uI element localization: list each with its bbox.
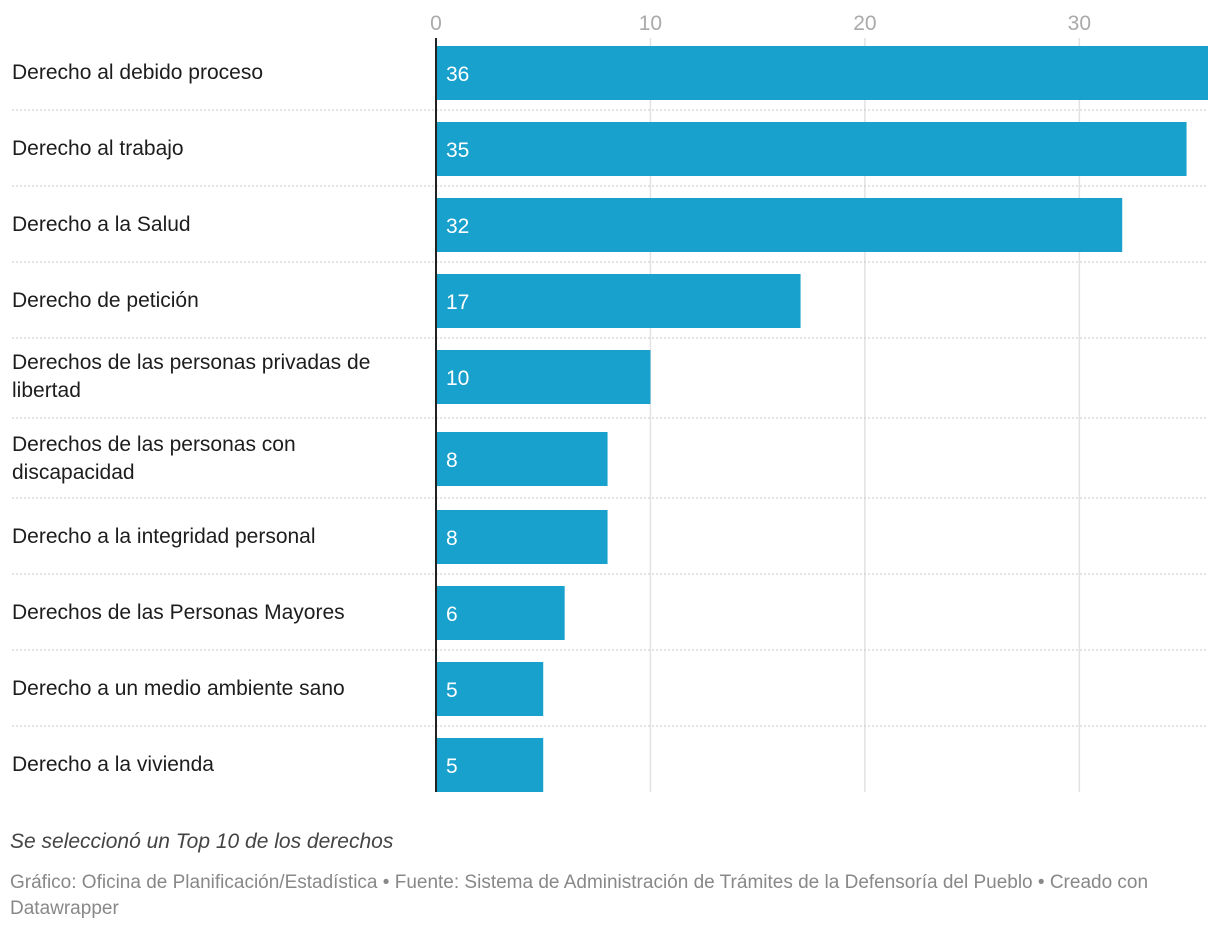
bars: 36 35 32 17 10 8 8 6 5 5 [436, 46, 1208, 792]
category-label: Derecho al trabajo [12, 137, 184, 160]
bar [436, 510, 608, 564]
bar-value-label: 8 [446, 527, 458, 550]
category-label: Derecho a la integridad personal [12, 525, 316, 548]
category-label: Derecho al debido proceso [12, 61, 263, 84]
bar [436, 274, 801, 328]
bar-value-label: 5 [446, 679, 458, 702]
bar-value-label: 10 [446, 367, 469, 390]
bar [436, 350, 651, 404]
x-tick-label: 30 [1068, 12, 1091, 35]
x-axis-ticks: 0 10 20 30 [430, 12, 1091, 35]
chart-credits: Gráfico: Oficina de Planificación/Estadí… [10, 872, 1149, 919]
category-label: Derecho a la Salud [12, 213, 191, 236]
bar [436, 432, 608, 486]
bar [436, 122, 1187, 176]
bar [436, 586, 565, 640]
bar-value-label: 8 [446, 449, 458, 472]
bar-chart: 36 35 32 17 10 8 8 6 5 5 0 10 20 30 [12, 12, 1208, 792]
row-separators [12, 109, 1208, 727]
bar [436, 738, 544, 792]
bar [436, 46, 1208, 100]
category-label: Derechos de las Personas Mayores [12, 601, 345, 624]
category-label: Derecho de petición [12, 289, 199, 312]
category-label: Derechos de las personas privadas de lib… [12, 351, 371, 402]
category-label: Derecho a la vivienda [12, 753, 214, 776]
chart-note: Se seleccionó un Top 10 de los derechos [10, 830, 394, 853]
bar [436, 662, 544, 716]
bar-value-label: 36 [446, 63, 469, 86]
bar-value-label: 35 [446, 139, 469, 162]
bar-value-label: 6 [446, 603, 458, 626]
x-tick-label: 0 [430, 12, 442, 35]
bar [436, 198, 1123, 252]
bar-value-label: 17 [446, 291, 469, 314]
category-label: Derechos de las personas con discapacida… [12, 433, 296, 484]
x-tick-label: 10 [639, 12, 662, 35]
x-tick-label: 20 [853, 12, 876, 35]
category-label: Derecho a un medio ambiente sano [12, 677, 345, 700]
bar-value-label: 32 [446, 215, 469, 238]
bar-value-label: 5 [446, 755, 458, 778]
